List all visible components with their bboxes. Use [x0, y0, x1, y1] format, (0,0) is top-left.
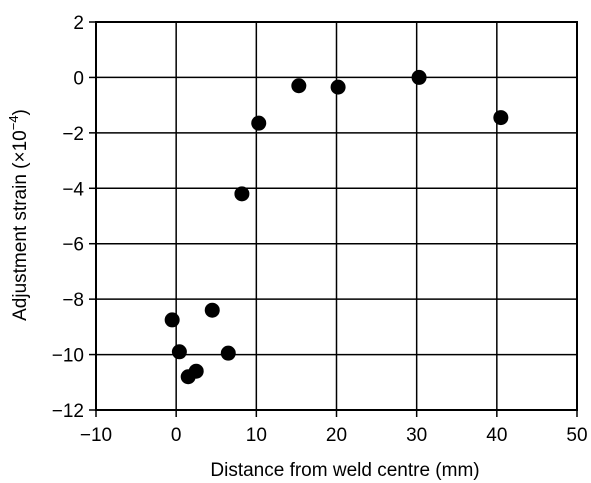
y-tick-labels: 2 0 −2 −4 −6 −8 −10 −12	[52, 13, 85, 422]
data-point	[234, 186, 250, 202]
data-point	[220, 345, 236, 361]
x-tick-label: −10	[80, 425, 112, 446]
grid-lines	[95, 21, 578, 411]
x-tick-labels: −10 0 10 20 30 40 50	[80, 425, 588, 446]
y-tick-label: −10	[52, 346, 84, 367]
data-point	[291, 78, 307, 94]
data-point	[330, 79, 346, 95]
y-tick-label: −8	[62, 290, 84, 311]
x-tick-label: 50	[566, 425, 587, 446]
x-axis-label: Distance from weld centre (mm)	[210, 460, 479, 481]
x-tick-label: 20	[326, 425, 347, 446]
y-axis-label: Adjustment strain (×10−4)	[6, 109, 31, 321]
y-tick-label: −2	[62, 124, 84, 145]
y-axis-label-text: Adjustment strain (×10	[10, 130, 31, 321]
y-tick-label: 2	[73, 13, 84, 34]
y-tick-label: −12	[52, 401, 84, 422]
data-point	[188, 363, 204, 379]
y-tick-label: −6	[62, 235, 84, 256]
data-points	[164, 69, 509, 385]
data-point	[411, 69, 427, 85]
data-point	[164, 312, 180, 328]
y-tick-label: −4	[62, 179, 84, 200]
x-tick-label: 30	[406, 425, 427, 446]
y-tick-label: 0	[73, 68, 84, 89]
data-point	[493, 110, 509, 126]
data-point	[171, 344, 187, 360]
x-tick-label: 10	[246, 425, 267, 446]
data-point	[251, 115, 267, 131]
x-tick-label: 0	[171, 425, 182, 446]
y-axis-label-close: )	[10, 109, 31, 115]
y-axis-label-exponent: −4	[6, 115, 21, 130]
x-tick-label: 40	[486, 425, 507, 446]
tick-marks	[89, 21, 578, 417]
data-point	[204, 302, 220, 318]
